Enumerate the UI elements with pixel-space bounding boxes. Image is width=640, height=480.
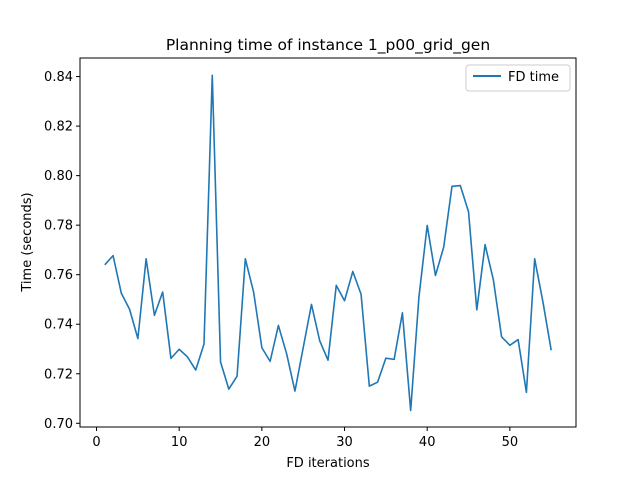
y-axis-ticks: 0.70 0.72 0.74 0.76 0.78 0.80 0.82 0.84 [44,70,80,432]
y-tick-label: 0.76 [44,268,73,283]
x-axis-label: FD iterations [286,456,370,471]
y-tick-label: 0.84 [44,70,73,85]
x-tick-label: 20 [254,435,271,450]
y-tick-label: 0.82 [44,120,73,135]
x-tick-label: 0 [92,435,100,450]
legend-box [465,64,571,92]
x-tick-label: 50 [502,435,519,450]
y-axis-label: Time (seconds) [20,192,35,292]
series-layer [104,74,552,412]
series-line-fd-time [104,74,552,412]
legend: FD time [465,64,571,92]
x-tick-label: 30 [336,435,353,450]
x-axis-ticks: 0 10 20 30 40 50 [92,427,518,450]
plot-frame [79,57,577,428]
y-tick-label: 0.78 [44,219,73,234]
y-tick-label: 0.80 [44,169,73,184]
chart-title: Planning time of instance 1_p00_grid_gen [166,36,490,55]
x-tick-label: 40 [419,435,436,450]
y-tick-label: 0.72 [44,367,73,382]
legend-label: FD time [508,70,559,85]
y-tick-label: 0.74 [44,318,73,333]
x-tick-label: 10 [171,435,188,450]
y-tick-label: 0.70 [44,417,73,432]
